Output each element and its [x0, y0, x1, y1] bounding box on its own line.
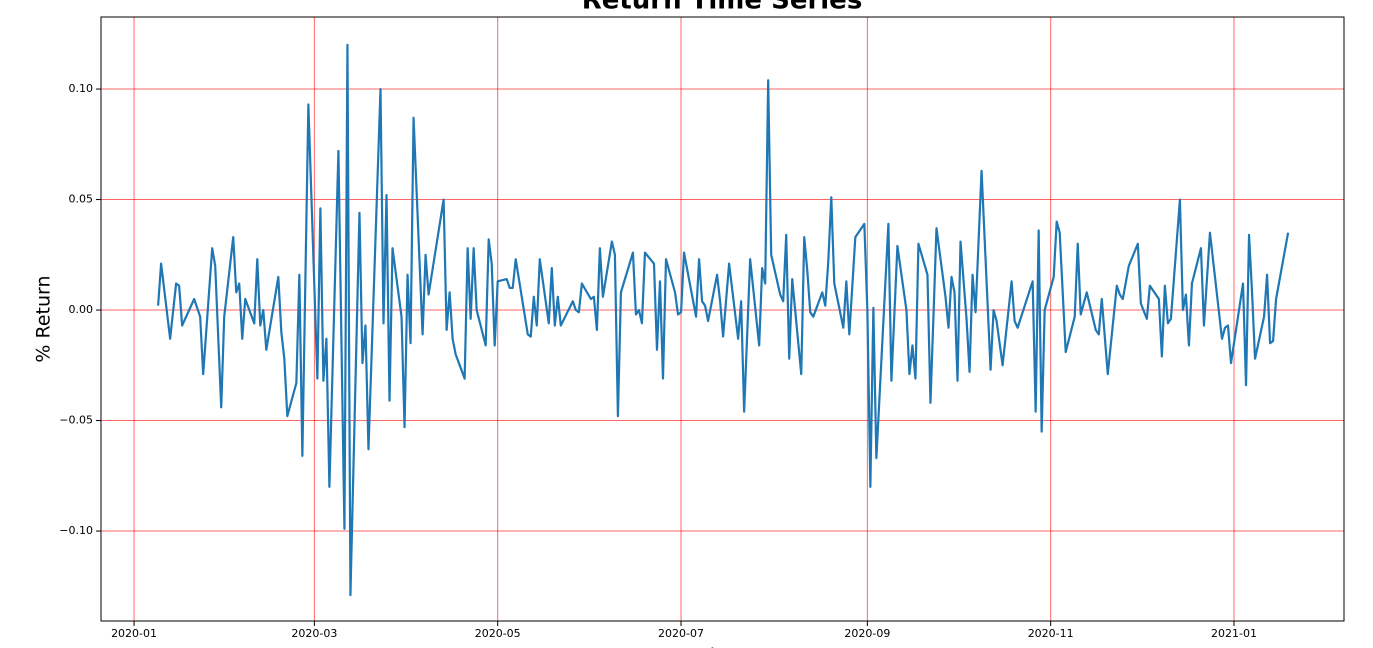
y-axis-label: % Return — [33, 275, 55, 362]
x-tick-label: 2021-01 — [1211, 627, 1257, 640]
chart-title: Return Time Series — [582, 0, 863, 16]
y-tick-label: −0.05 — [59, 414, 93, 427]
plot-frame — [100, 16, 1345, 622]
x-tick-label: 2020-07 — [658, 627, 704, 640]
x-tick-label: 2020-05 — [475, 627, 521, 640]
line-series — [157, 43, 1290, 597]
x-tick-label: 2020-11 — [1028, 627, 1074, 640]
x-tick-label: 2020-01 — [111, 627, 157, 640]
y-tick-label: −0.10 — [59, 524, 93, 537]
y-tick-label: 0.00 — [69, 303, 94, 316]
y-tick-label: 0.10 — [69, 82, 94, 95]
x-axis-label: Time — [698, 645, 746, 648]
y-tick-label: 0.05 — [69, 193, 94, 206]
x-tick-label: 2020-09 — [844, 627, 890, 640]
x-tick-label: 2020-03 — [291, 627, 337, 640]
